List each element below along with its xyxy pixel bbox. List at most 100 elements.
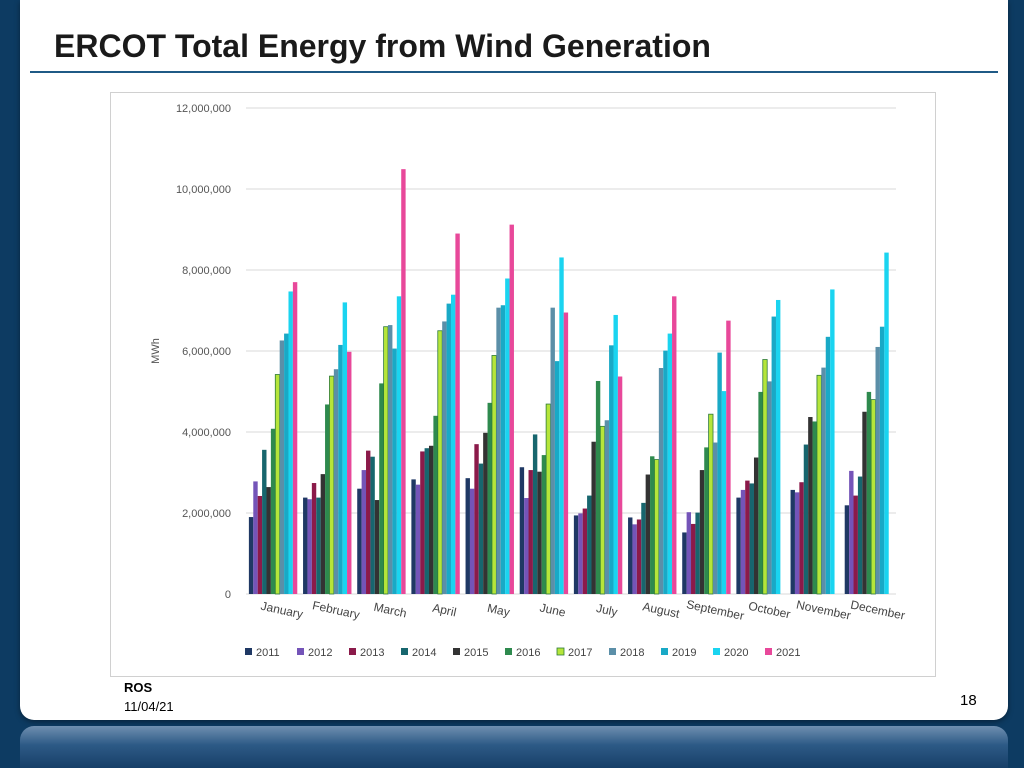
bar-2017-july <box>599 425 606 595</box>
legend-swatch-2020 <box>713 648 720 655</box>
legend-label-2018: 2018 <box>620 647 644 659</box>
bar-2012-july <box>578 513 583 594</box>
bar-2012-may <box>469 488 475 594</box>
y-axis-label: MWh <box>150 338 162 364</box>
bar-2021-march <box>401 169 406 594</box>
bar-2019-may <box>500 305 506 594</box>
bar-2012-february <box>307 499 312 594</box>
legend-label-2019: 2019 <box>672 647 696 659</box>
bar-2016-february <box>325 404 330 594</box>
y-tick-label: 12,000,000 <box>176 103 231 115</box>
bar-2014-june <box>532 434 538 594</box>
bar-2014-december <box>857 476 863 594</box>
chart-container: 0 2,000,000 4,000,000 6,000,000 8,000,000 10,… <box>110 92 936 677</box>
bar-2020-august <box>667 333 673 594</box>
x-tick-label: September <box>685 597 745 623</box>
y-tick-label: 2,000,000 <box>182 508 231 520</box>
bar-2017-april <box>437 330 443 595</box>
x-tick-label: March <box>372 600 408 621</box>
bar-2011-february <box>303 497 308 594</box>
bar-2016-november <box>812 421 817 594</box>
bar-2015-may <box>483 432 488 594</box>
bar-2021-july <box>617 376 623 594</box>
bar-2021-february <box>347 351 352 594</box>
legend-swatch-2019 <box>661 648 668 655</box>
bar-2020-june <box>559 257 564 594</box>
bar-2017-june <box>545 403 551 595</box>
bar-2012-december <box>849 470 854 594</box>
bar-2017-january <box>274 374 281 595</box>
bar-2011-april <box>411 479 416 594</box>
bar-2013-december <box>853 495 858 594</box>
bar-2020-september <box>721 391 727 594</box>
bar-2018-april <box>442 321 447 594</box>
bar-2020-february <box>342 302 348 594</box>
bar-2013-february <box>311 483 317 594</box>
legend-swatch-2015 <box>453 648 460 655</box>
bar-2014-august <box>641 502 646 594</box>
bar-2020-january <box>288 291 293 594</box>
legend-swatch-2017 <box>556 647 565 656</box>
legend-swatch-2011 <box>245 648 252 655</box>
bar-2013-september <box>691 523 696 594</box>
bar-2016-january <box>270 428 276 594</box>
bar-2011-december <box>844 505 850 594</box>
bar-2017-february <box>329 375 335 595</box>
bar-2015-july <box>591 441 596 594</box>
bar-2014-april <box>424 448 429 594</box>
legend-label-2011: 2011 <box>256 647 280 659</box>
slide: ERCOT Total Energy from Wind Generation … <box>20 0 1008 720</box>
bar-2014-may <box>478 463 484 594</box>
bar-2018-january <box>279 340 285 594</box>
legend-label-2014: 2014 <box>412 647 436 659</box>
bar-2020-october <box>775 299 781 594</box>
bar-2015-september <box>699 470 705 594</box>
x-tick-label: April <box>431 601 457 620</box>
gridlines <box>246 107 896 595</box>
legend-label-2015: 2015 <box>464 647 488 659</box>
bar-2016-july <box>595 380 601 594</box>
bar-2014-september <box>695 512 700 594</box>
bar-2011-january <box>248 517 254 594</box>
legend-swatch-2013 <box>349 648 356 655</box>
x-tick-label: December <box>849 597 906 622</box>
x-tick-label: October <box>747 599 792 622</box>
bar-2012-september <box>686 512 692 594</box>
bar-2011-november <box>790 489 795 594</box>
bar-2014-november <box>803 444 809 594</box>
bar-2011-september <box>682 532 687 594</box>
page-number: 18 <box>960 692 977 709</box>
bar-2018-september <box>713 442 718 594</box>
bar-2016-august <box>650 456 655 594</box>
bar-2012-august <box>632 524 637 594</box>
bar-2017-september <box>708 413 714 595</box>
bar-2017-may <box>491 355 497 595</box>
bar-2011-may <box>465 478 470 594</box>
bar-2019-april <box>446 303 451 594</box>
bar-2014-october <box>749 483 754 594</box>
bar-2015-january <box>266 487 271 594</box>
bar-2018-march <box>388 325 393 594</box>
bar-2015-april <box>428 445 434 594</box>
bar-2015-february <box>320 474 326 594</box>
bar-2017-december <box>870 399 876 595</box>
x-tick-labels: January February March April May June July Augu… <box>260 597 907 623</box>
bar-2015-october <box>753 457 759 594</box>
bar-2021-june <box>563 312 569 594</box>
bar-2013-july <box>582 508 588 594</box>
bar-2019-june <box>554 361 560 594</box>
bar-2016-september <box>704 447 709 594</box>
bar-2019-january <box>284 333 289 594</box>
bar-2018-august <box>658 368 664 594</box>
bar-2019-november <box>825 336 831 594</box>
legend-label-2020: 2020 <box>724 647 748 659</box>
bar-2013-january <box>257 495 263 594</box>
x-tick-label: July <box>595 601 619 619</box>
x-tick-label: August <box>641 599 681 621</box>
bar-2019-october <box>771 316 776 594</box>
bar-2012-january <box>253 481 258 594</box>
x-tick-label: February <box>311 598 361 622</box>
legend: 2011 2012 2013 2014 2015 2016 2017 2018 2019 2020… <box>245 647 800 659</box>
legend-label-2012: 2012 <box>308 647 332 659</box>
bar-2018-may <box>496 307 501 594</box>
